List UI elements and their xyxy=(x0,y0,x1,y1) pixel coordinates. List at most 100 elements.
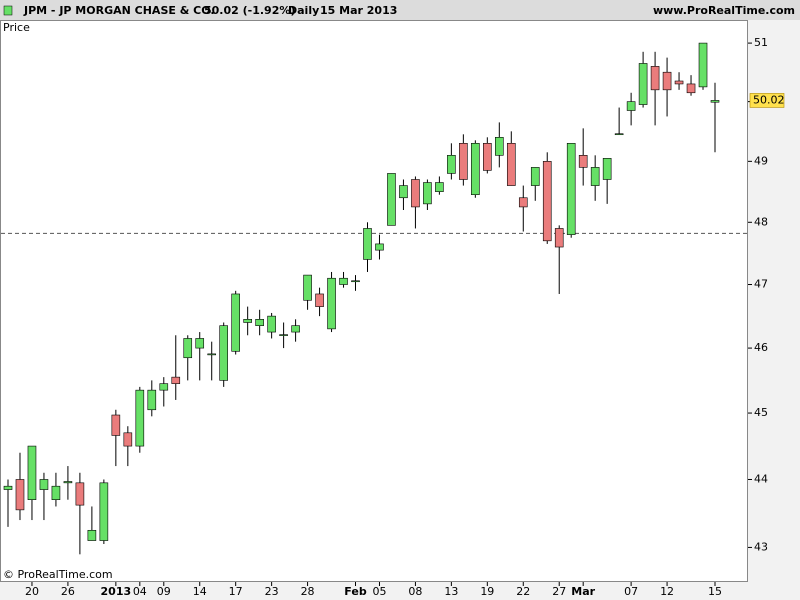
x-tick-label: 26 xyxy=(61,585,75,598)
candle-body xyxy=(291,325,300,333)
x-tick-label: Mar xyxy=(571,585,595,598)
change: 50.02 (-1.92%) xyxy=(204,4,295,17)
x-axis-panel xyxy=(0,582,800,600)
header-bar xyxy=(0,0,800,20)
candle-body xyxy=(27,445,37,500)
candle-body xyxy=(111,414,121,436)
candle-body xyxy=(135,389,145,447)
y-tick-label: 44 xyxy=(754,472,768,485)
candle-body xyxy=(207,353,217,356)
candle-body xyxy=(51,485,61,500)
x-tick-label: 04 xyxy=(133,585,147,598)
candle-body xyxy=(459,142,468,180)
x-tick-label: 28 xyxy=(301,585,315,598)
y-tick-label: 43 xyxy=(754,540,768,553)
candle-body xyxy=(710,100,720,103)
x-tick-label: Feb xyxy=(344,585,367,598)
x-tick-label: 2013 xyxy=(101,585,132,598)
candle-body xyxy=(518,197,528,208)
candle-body xyxy=(578,155,588,168)
candle-body xyxy=(590,167,600,186)
x-tick-label: 15 xyxy=(708,585,722,598)
y-tick-label: 48 xyxy=(754,215,768,228)
candle-body xyxy=(614,133,624,136)
candle-body xyxy=(15,479,25,511)
candle-body xyxy=(147,389,157,411)
last-price-label: 50.02 xyxy=(753,93,785,106)
candle-body xyxy=(219,325,228,381)
candle-body xyxy=(171,376,181,384)
candle-body xyxy=(351,280,360,283)
candle-body xyxy=(650,66,660,91)
x-tick-label: 17 xyxy=(229,585,243,598)
candle-body xyxy=(495,137,504,156)
x-tick-label: 23 xyxy=(265,585,279,598)
x-tick-label: 22 xyxy=(516,585,530,598)
candle-body xyxy=(63,481,73,484)
x-tick-label: 13 xyxy=(444,585,458,598)
candle-body xyxy=(399,185,408,199)
x-tick-label: 27 xyxy=(552,585,566,598)
y-tick-label: 49 xyxy=(754,154,768,167)
symbol: JPM - JP MORGAN CHASE & CO. xyxy=(23,4,215,17)
x-tick-label: 19 xyxy=(480,585,494,598)
y-tick-label: 45 xyxy=(754,406,768,419)
candle-body xyxy=(602,158,612,180)
candle-body xyxy=(566,142,576,235)
candle-body xyxy=(267,315,276,333)
candle-body xyxy=(411,179,420,208)
x-tick-label: 14 xyxy=(193,585,207,598)
candle-body xyxy=(483,142,492,171)
y-tick-label: 47 xyxy=(754,278,768,291)
candle-body xyxy=(435,182,444,192)
period: Daily xyxy=(288,4,319,17)
candle-body xyxy=(530,167,540,186)
candle-body xyxy=(506,142,516,186)
y-tick-label: 51 xyxy=(754,36,768,49)
candle-body xyxy=(75,482,85,506)
candle-body xyxy=(674,80,684,85)
candle-body xyxy=(626,101,636,111)
candle-body xyxy=(471,142,480,196)
panel-label: Price xyxy=(3,21,30,34)
plot-area xyxy=(0,20,748,582)
candle-body xyxy=(279,334,288,336)
candle-body xyxy=(99,482,109,541)
last-price-box xyxy=(749,93,785,108)
x-tick-label: 07 xyxy=(624,585,638,598)
candle-body xyxy=(159,383,169,391)
candle-body xyxy=(3,485,13,490)
candle-body xyxy=(363,228,372,260)
candle-body xyxy=(447,155,456,174)
candle-body xyxy=(638,63,648,105)
candle-body xyxy=(231,293,240,352)
candle-body xyxy=(542,161,552,242)
y-axis-panel xyxy=(748,20,800,600)
candle-body xyxy=(327,277,336,330)
x-tick-label: 05 xyxy=(372,585,386,598)
y-tick-label: 46 xyxy=(754,341,768,354)
site: www.ProRealTime.com xyxy=(653,4,795,17)
candle-body xyxy=(303,274,312,301)
candle-body xyxy=(315,293,324,307)
x-tick-label: 20 xyxy=(25,585,39,598)
candle-body xyxy=(662,71,672,91)
candle-body xyxy=(39,479,49,490)
candle-body xyxy=(554,228,564,248)
candle-body xyxy=(255,319,264,326)
header-icon xyxy=(3,5,13,16)
candle-body xyxy=(243,319,252,323)
candle-body xyxy=(87,529,97,541)
candle-body xyxy=(195,338,205,349)
candle-body xyxy=(183,338,193,359)
candle-body xyxy=(698,42,708,88)
copyright: © ProRealTime.com xyxy=(3,568,113,581)
x-tick-label: 12 xyxy=(660,585,674,598)
date: 15 Mar 2013 xyxy=(320,4,397,17)
candle-body xyxy=(375,243,384,251)
x-tick-label: 09 xyxy=(157,585,171,598)
candle-body xyxy=(387,173,396,226)
candle-body xyxy=(123,432,133,447)
candle-body xyxy=(686,83,696,94)
